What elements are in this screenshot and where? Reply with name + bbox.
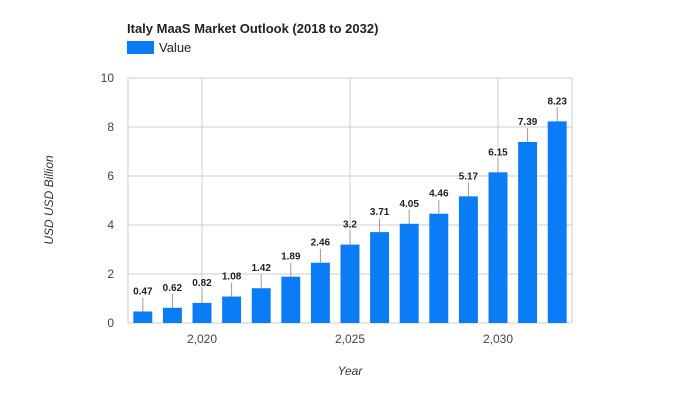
- legend-swatch-value: [127, 41, 154, 54]
- bar: [488, 172, 508, 323]
- x-tick-label: 2,025: [335, 332, 365, 346]
- y-tick-label: 10: [101, 71, 115, 85]
- bar: [370, 232, 390, 323]
- bar: [310, 262, 330, 323]
- y-tick-label: 8: [107, 120, 114, 134]
- x-axis-title: Year: [338, 364, 364, 378]
- data-label: 1.08: [222, 272, 242, 283]
- bars: [133, 121, 567, 324]
- bar: [251, 288, 271, 323]
- bar: [458, 196, 478, 323]
- bar: [340, 244, 360, 323]
- data-label: 3.2: [343, 220, 357, 231]
- data-label: 1.42: [251, 263, 271, 274]
- bar: [547, 121, 567, 324]
- y-axis-title: USD USD Billion: [42, 155, 56, 245]
- legend: Value: [127, 40, 191, 55]
- data-label: 0.62: [163, 283, 183, 294]
- data-label: 1.89: [281, 252, 301, 263]
- data-label: 6.15: [488, 147, 508, 158]
- bar: [222, 296, 242, 323]
- y-tick-label: 4: [107, 218, 114, 232]
- grid-lines: [127, 77, 573, 324]
- data-label: 0.47: [133, 286, 153, 297]
- y-tick-label: 0: [107, 316, 114, 330]
- data-label: 2.46: [311, 238, 331, 249]
- data-label: 3.71: [370, 207, 390, 218]
- data-label: 4.46: [429, 189, 449, 200]
- legend-label-value: Value: [159, 40, 191, 55]
- x-axis-ticks: 2,020 2,025 2,030: [187, 332, 513, 346]
- bar: [192, 302, 212, 323]
- bar: [429, 213, 449, 323]
- bar: [133, 311, 153, 323]
- data-label: 7.39: [518, 117, 538, 128]
- x-tick-label: 2,020: [187, 332, 217, 346]
- bar: [399, 223, 419, 323]
- bar: [281, 276, 301, 323]
- y-axis-ticks: 0 2 4 6 8 10: [101, 71, 115, 330]
- y-tick-label: 6: [107, 169, 114, 183]
- bar: [518, 141, 538, 323]
- x-tick-label: 2,030: [483, 332, 513, 346]
- y-tick-label: 2: [107, 267, 114, 281]
- data-label: 4.05: [399, 199, 419, 210]
- data-labels: 0.47 0.62 0.82 1.08 1.42 1.89 2.46 3.2 3.71 4.05 4…: [133, 96, 567, 312]
- data-label: 0.82: [192, 278, 212, 289]
- data-label: 5.17: [459, 171, 479, 182]
- data-label: 8.23: [547, 96, 567, 107]
- chart-title: Italy MaaS Market Outlook (2018 to 2032): [127, 21, 378, 36]
- bar: [162, 307, 182, 323]
